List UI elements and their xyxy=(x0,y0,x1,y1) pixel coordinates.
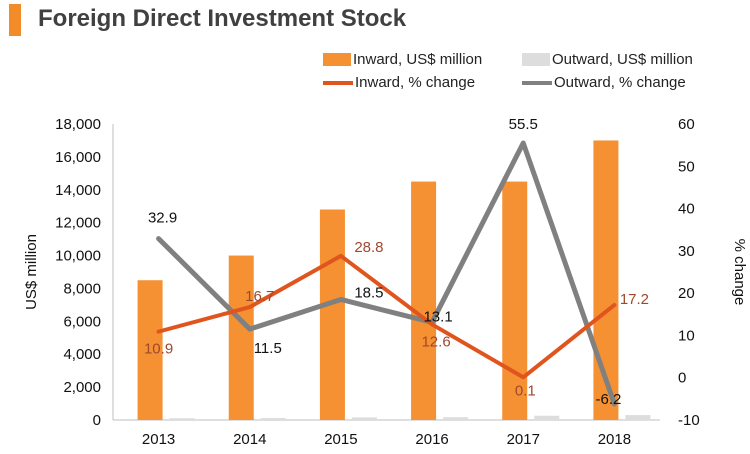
y-tick-label: 4,000 xyxy=(63,346,101,363)
y2-tick-label: 20 xyxy=(678,285,695,302)
label-outward-change: 32.9 xyxy=(148,210,177,227)
bar-outward xyxy=(351,417,377,420)
legend-inward-line: Inward, % change xyxy=(323,74,475,91)
legend-outward-line: Outward, % change xyxy=(522,74,686,91)
x-tick-label: 2014 xyxy=(233,431,266,448)
label-inward-change: 12.6 xyxy=(421,333,450,350)
x-tick-label: 2017 xyxy=(507,431,540,448)
title-accent-bar xyxy=(9,4,21,36)
label-outward-change: 18.5 xyxy=(354,284,383,301)
bar-inward xyxy=(319,209,345,420)
bar-inward xyxy=(228,255,254,420)
line-outward-change xyxy=(156,140,617,407)
legend-inward-bar: Inward, US$ million xyxy=(323,51,482,68)
bar-outward xyxy=(169,418,195,420)
y2-tick-label: 0 xyxy=(678,370,686,387)
legend-inward-bar-label: Inward, US$ million xyxy=(353,51,483,68)
legend-inward-line-label: Inward, % change xyxy=(355,74,476,91)
legend-inward-line-swatch xyxy=(323,80,353,85)
label-outward-change: -6.2 xyxy=(595,391,621,408)
bar-outward xyxy=(625,415,651,420)
y2-tick-label: 10 xyxy=(678,327,695,344)
x-tick-label: 2018 xyxy=(598,431,631,448)
x-tick-label: 2013 xyxy=(142,431,175,448)
legend-outward-bar-swatch xyxy=(522,53,550,66)
y2-axis-title: % change xyxy=(731,239,748,306)
x-tick-label: 2015 xyxy=(324,431,357,448)
label-outward-change: 13.1 xyxy=(423,308,452,325)
legend-outward-line-swatch xyxy=(522,80,552,85)
y-tick-label: 8,000 xyxy=(63,280,101,297)
bar-inward xyxy=(502,181,528,420)
label-outward-change: 55.5 xyxy=(509,116,538,133)
y2-tick-label: 40 xyxy=(678,201,695,218)
y-tick-label: 14,000 xyxy=(55,182,101,199)
line-inward-change xyxy=(156,253,617,380)
y-tick-label: 6,000 xyxy=(63,313,101,330)
label-inward-change: 16.7 xyxy=(245,288,274,305)
legend-outward-bar: Outward, US$ million xyxy=(522,51,693,68)
label-inward-change: 10.9 xyxy=(144,341,173,358)
label-inward-change: 28.8 xyxy=(354,239,383,256)
bar-outward xyxy=(443,417,469,420)
y-axis-title: US$ million xyxy=(23,234,40,310)
y2-tick-label: 30 xyxy=(678,243,695,260)
x-tick-label: 2016 xyxy=(415,431,448,448)
y-tick-label: 2,000 xyxy=(63,379,101,396)
y2-tick-label: 60 xyxy=(678,116,695,133)
legend-inward-bar-swatch xyxy=(323,53,351,66)
label-inward-change: 0.1 xyxy=(515,382,536,399)
label-inward-change: 17.2 xyxy=(620,291,649,308)
y2-tick-label: -10 xyxy=(678,412,700,429)
label-outward-change: 11.5 xyxy=(254,340,282,357)
page-title: Foreign Direct Investment Stock xyxy=(38,5,407,32)
y-tick-label: 18,000 xyxy=(55,116,101,133)
y-tick-label: 0 xyxy=(93,412,101,429)
bar-outward xyxy=(534,415,560,420)
legend-outward-line-label: Outward, % change xyxy=(554,74,686,91)
y-tick-label: 10,000 xyxy=(55,248,101,265)
y-tick-label: 16,000 xyxy=(55,149,101,166)
bar-outward xyxy=(260,418,286,420)
bar-inward xyxy=(137,280,163,420)
bar-inward xyxy=(411,181,437,420)
y2-tick-label: 50 xyxy=(678,158,695,175)
y-tick-label: 12,000 xyxy=(55,215,101,232)
legend-outward-bar-label: Outward, US$ million xyxy=(552,51,693,68)
